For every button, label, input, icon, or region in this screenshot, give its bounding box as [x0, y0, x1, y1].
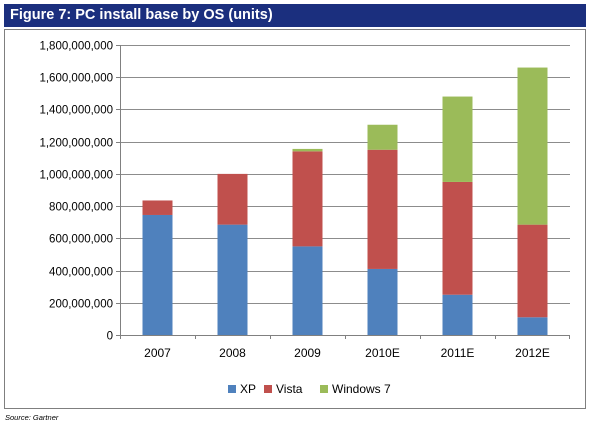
bar-vista-2007	[142, 200, 173, 215]
chart-frame: 0 200,000,000 400,000,000 600,000,000 800,00…	[4, 29, 586, 409]
figure-title: Figure 7: PC install base by OS (units)	[10, 7, 273, 23]
y-tick-label: 1,400,000,000	[39, 105, 113, 117]
bar-xp-2008	[217, 224, 248, 335]
bar-vista-2012e	[517, 224, 548, 318]
bar-xp-2009	[292, 246, 323, 335]
y-tick-label: 1,600,000,000	[39, 73, 113, 85]
bar-windows-7-2010e	[367, 124, 398, 150]
legend-swatch-windows-7	[320, 385, 328, 393]
y-tick-label: 1,000,000,000	[39, 170, 113, 182]
bar-xp-2012e	[517, 317, 548, 335]
bar-windows-7-2009	[292, 148, 323, 152]
legend: XP Vista Windows 7	[228, 382, 391, 396]
bar-xp-2011e	[442, 294, 473, 335]
x-tick-label: 2011E	[441, 346, 475, 360]
y-tick-label: 400,000,000	[49, 267, 113, 279]
gridlines	[120, 45, 570, 304]
x-tick-label: 2009	[294, 346, 321, 360]
legend-swatch-vista	[264, 385, 272, 393]
axes: 0 200,000,000 400,000,000 600,000,000 800,00…	[39, 41, 570, 360]
source-note: Source: Gartner	[5, 413, 59, 422]
legend-label: Windows 7	[332, 382, 391, 396]
bar-vista-2009	[292, 151, 323, 247]
stacked-bar-chart: 0 200,000,000 400,000,000 600,000,000 800,00…	[4, 29, 586, 409]
bar-vista-2008	[217, 173, 248, 225]
bars	[142, 67, 548, 335]
x-tick-label: 2008	[219, 346, 246, 360]
bar-windows-7-2011e	[442, 96, 473, 182]
bar-windows-7-2012e	[517, 67, 548, 225]
y-tick-label: 600,000,000	[49, 234, 113, 246]
figure-title-bar: Figure 7: PC install base by OS (units)	[4, 4, 586, 27]
legend-label: Vista	[276, 382, 303, 396]
x-tick-label: 2012E	[515, 346, 550, 360]
bar-vista-2010e	[367, 149, 398, 269]
legend-label: XP	[240, 382, 256, 396]
y-tick-label: 0	[107, 331, 113, 343]
x-tick-label: 2010E	[365, 346, 400, 360]
bar-vista-2011e	[442, 181, 473, 295]
y-tick-label: 1,200,000,000	[39, 138, 113, 150]
x-tick-label: 2007	[144, 346, 171, 360]
bar-xp-2010e	[367, 268, 398, 335]
y-tick-label: 200,000,000	[49, 299, 113, 311]
bar-xp-2007	[142, 214, 173, 335]
y-tick-label: 1,800,000,000	[39, 41, 113, 53]
legend-swatch-xp	[228, 385, 236, 393]
y-tick-label: 800,000,000	[49, 202, 113, 214]
